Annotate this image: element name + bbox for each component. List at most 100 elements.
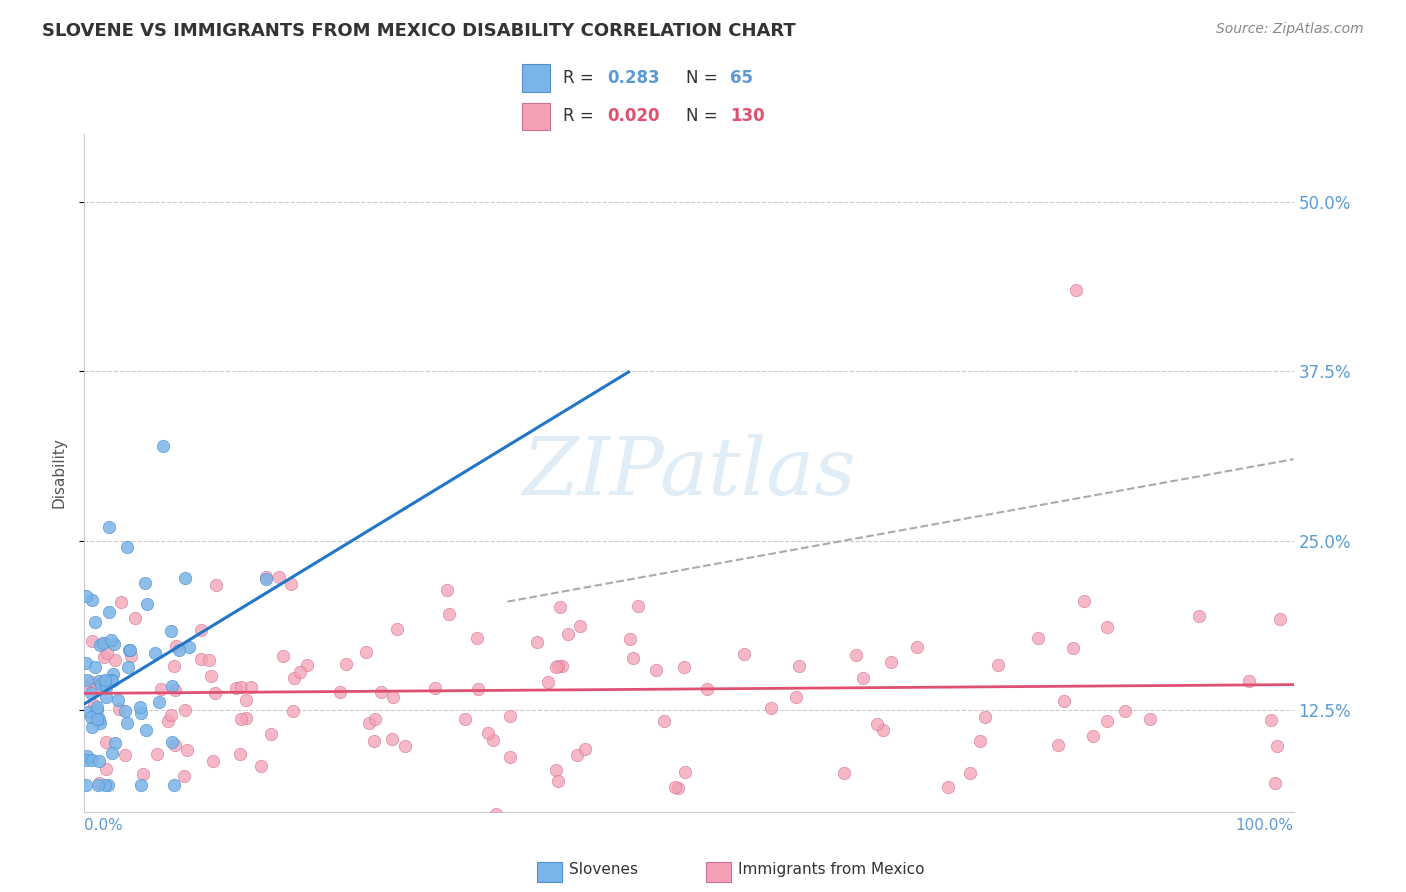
Point <box>120 649 142 664</box>
Point <box>1073 594 1095 608</box>
Point <box>94 690 117 704</box>
Point <box>761 700 783 714</box>
Point <box>204 686 226 700</box>
Point <box>93 635 115 649</box>
Point <box>672 660 695 674</box>
Point <box>176 743 198 757</box>
Point <box>852 671 875 685</box>
Point <box>696 681 718 696</box>
Point <box>499 708 522 723</box>
Point <box>645 664 668 678</box>
Point <box>83 660 105 674</box>
Point <box>1260 714 1282 728</box>
Point <box>363 734 385 748</box>
Point <box>733 648 755 662</box>
Point <box>100 746 122 760</box>
Point <box>467 682 489 697</box>
Point <box>90 677 112 691</box>
Point <box>135 597 157 611</box>
Point <box>385 622 408 636</box>
Point <box>132 767 155 781</box>
Bar <box>706 863 731 882</box>
Point <box>465 632 488 646</box>
Point <box>235 711 257 725</box>
Point <box>75 656 97 670</box>
Point <box>547 774 569 789</box>
Point <box>959 766 981 780</box>
Point <box>550 659 572 673</box>
Point <box>114 704 136 718</box>
Point <box>240 680 263 694</box>
Point <box>297 657 319 672</box>
Point <box>104 736 127 750</box>
Point <box>117 660 139 674</box>
Point <box>1114 704 1136 718</box>
Point <box>162 734 184 748</box>
Point <box>93 674 115 689</box>
Point <box>163 778 186 792</box>
Point <box>98 605 121 619</box>
Point <box>987 657 1010 672</box>
Text: Slovenes: Slovenes <box>569 863 638 877</box>
Point <box>165 683 187 698</box>
Bar <box>523 64 550 92</box>
Point <box>537 674 560 689</box>
Point <box>114 748 136 763</box>
Point <box>235 693 257 707</box>
Point <box>357 715 380 730</box>
Point <box>621 650 644 665</box>
Point <box>87 754 110 768</box>
Text: SLOVENE VS IMMIGRANTS FROM MEXICO DISABILITY CORRELATION CHART: SLOVENE VS IMMIGRANTS FROM MEXICO DISABI… <box>42 22 796 40</box>
Point <box>107 692 129 706</box>
Point <box>288 665 311 679</box>
Point <box>1264 776 1286 790</box>
Bar <box>523 103 550 130</box>
Point <box>546 763 568 777</box>
Point <box>260 727 283 741</box>
Point <box>666 780 689 795</box>
Point <box>547 658 569 673</box>
Point <box>845 648 868 663</box>
Point <box>104 653 127 667</box>
Text: ZIPatlas: ZIPatlas <box>522 434 856 511</box>
Text: R =: R = <box>562 107 593 125</box>
Text: 100.0%: 100.0% <box>1236 819 1294 833</box>
Point <box>76 705 98 719</box>
Point <box>1239 673 1261 688</box>
Point <box>89 716 111 731</box>
Point <box>165 639 187 653</box>
Point <box>80 720 103 734</box>
Point <box>82 633 104 648</box>
Point <box>225 681 247 695</box>
Text: 0.283: 0.283 <box>607 70 661 87</box>
Point <box>785 690 807 705</box>
Point <box>254 573 277 587</box>
Point <box>94 778 117 792</box>
Text: Source: ZipAtlas.com: Source: ZipAtlas.com <box>1216 22 1364 37</box>
Point <box>93 677 115 691</box>
Point <box>329 684 352 698</box>
Point <box>163 658 186 673</box>
Point <box>787 658 810 673</box>
Text: R =: R = <box>562 70 593 87</box>
Point <box>381 732 404 747</box>
Point <box>619 632 641 646</box>
Point <box>83 698 105 713</box>
Point <box>526 635 548 649</box>
Point <box>108 701 131 715</box>
Point <box>149 681 172 696</box>
Point <box>110 595 132 609</box>
Point <box>115 716 138 731</box>
Point <box>100 673 122 687</box>
Text: 130: 130 <box>730 107 765 125</box>
Point <box>499 750 522 764</box>
Point <box>87 673 110 688</box>
Point <box>936 780 959 795</box>
Point <box>129 706 152 720</box>
Point <box>148 695 170 709</box>
Text: 0.0%: 0.0% <box>84 819 124 833</box>
Point <box>80 753 103 767</box>
Point <box>93 673 115 688</box>
Point <box>84 680 107 694</box>
Point <box>880 655 903 669</box>
